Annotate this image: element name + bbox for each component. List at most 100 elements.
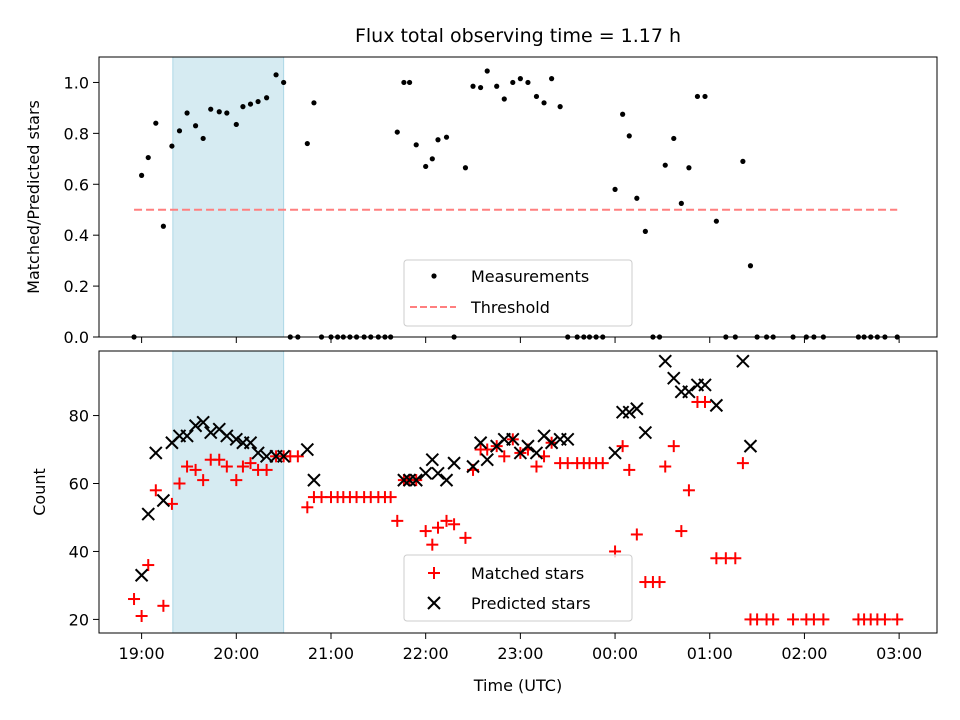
measurement-point (304, 140, 310, 147)
measurement-point (533, 93, 540, 100)
matched-star-point (596, 457, 609, 470)
measurement-point (208, 106, 214, 112)
predicted-star-point (418, 466, 433, 481)
matched-star-point (682, 484, 695, 497)
measurement-point (200, 135, 206, 142)
predicted-star-point (622, 405, 636, 419)
legend-measurements-marker (431, 273, 437, 279)
measurement-point (634, 195, 640, 201)
x-tick-label: 00:00 (592, 644, 638, 663)
measurement-point (525, 79, 531, 86)
x-tick-label: 03:00 (876, 644, 922, 663)
measurement-point (264, 95, 270, 101)
predicted-star-point (300, 442, 315, 457)
predicted-star-point (397, 473, 411, 487)
matched-star-point (426, 538, 439, 551)
y-tick-label: 0.2 (64, 277, 89, 296)
matched-star-point (244, 457, 257, 470)
matched-star-point (767, 613, 780, 626)
measurement-point (620, 111, 626, 117)
bottom-x-ticks: 19:00 20:00 21:00 22:00 23:00 00:00 01:00 02:00… (119, 633, 922, 663)
y-tick-label: 0.4 (64, 226, 89, 245)
predicted-star-point (243, 436, 258, 450)
matched-star-point (157, 599, 170, 612)
matched-star-point (459, 531, 472, 544)
measurement-point (435, 137, 441, 143)
top-legend-box (403, 259, 633, 327)
measurement-point (678, 200, 684, 206)
measurement-point (557, 104, 563, 110)
predicted-star-point (506, 432, 520, 447)
matched-star-point (431, 521, 444, 534)
measurement-point (484, 68, 490, 74)
measurement-point (255, 98, 261, 105)
measurement-point (311, 100, 317, 106)
measurement-point (247, 101, 254, 107)
measurement-point (443, 134, 450, 140)
measurement-point (145, 154, 151, 161)
measurement-point (740, 158, 746, 164)
matched-star-point (448, 518, 461, 531)
bottom-legend: Matched stars Predicted stars (403, 554, 633, 622)
matched-star-point (729, 552, 742, 565)
measurement-point (233, 121, 239, 128)
measurement-point (541, 100, 547, 106)
matched-star-point (220, 460, 233, 473)
measurement-point (642, 228, 648, 234)
y-tick-label: 1.0 (64, 73, 89, 92)
measurement-point (153, 120, 159, 126)
measurement-point (413, 142, 419, 148)
y-tick-label: 40 (69, 542, 89, 561)
measurement-point (549, 76, 555, 82)
predicted-star-point (259, 449, 274, 464)
matched-star-point (181, 460, 194, 473)
predicted-star-point (276, 449, 291, 464)
predicted-star-point (188, 419, 203, 433)
bottom-y-axis-label: Count (30, 468, 49, 516)
measurement-point (626, 133, 632, 139)
predicted-star-point (638, 425, 653, 440)
legend-threshold-label: Threshold (470, 298, 550, 317)
matched-star-point (616, 440, 629, 453)
predicted-star-point (480, 453, 494, 467)
bottom-x-axis-label: Time (UTC) (473, 676, 562, 695)
top-panel: 0.0 0.2 0.4 0.6 0.8 1.0 Flux total observing … (24, 25, 938, 347)
measurement-point (747, 263, 754, 269)
x-tick-label: 21:00 (308, 644, 354, 663)
matched-star-point (391, 514, 404, 527)
measurement-point (470, 83, 476, 89)
matched-star-point (878, 613, 891, 626)
predicted-star-point (521, 439, 535, 453)
measurement-point (224, 110, 230, 116)
predicted-star-point (141, 507, 155, 521)
matched-star-point (128, 593, 141, 606)
matched-star-point (653, 576, 666, 589)
top-legend: Measurements Threshold (403, 259, 633, 327)
x-tick-label: 23:00 (497, 644, 543, 663)
matched-star-point (149, 484, 162, 497)
measurement-point (394, 129, 400, 135)
matched-star-point (173, 477, 186, 490)
matched-star-point (384, 491, 397, 504)
predicted-star-point (307, 473, 321, 487)
measurement-point (216, 109, 222, 115)
matched-star-point (230, 474, 243, 487)
legend-predicted-label: Predicted stars (471, 594, 591, 613)
measurement-point (694, 93, 701, 100)
predicted-star-point (529, 446, 544, 460)
matched-star-point (481, 443, 494, 456)
measurement-point (501, 96, 507, 102)
matched-star-point (213, 453, 226, 466)
x-tick-label: 22:00 (403, 644, 449, 663)
bottom-panel: 20 40 60 80 19:00 20:00 21:00 22:00 23:00 00:00 0… (30, 350, 938, 695)
predicted-star-point (134, 568, 149, 582)
predicted-star-point (149, 446, 163, 460)
predicted-stars-series (134, 354, 758, 582)
matched-star-point (659, 460, 672, 473)
top-x-ticks (141, 337, 900, 343)
predicted-star-point (409, 473, 423, 487)
predicted-star-point (229, 432, 244, 447)
top-y-axis-label: Matched/Predicted stars (24, 100, 43, 294)
predicted-star-point (544, 436, 559, 450)
